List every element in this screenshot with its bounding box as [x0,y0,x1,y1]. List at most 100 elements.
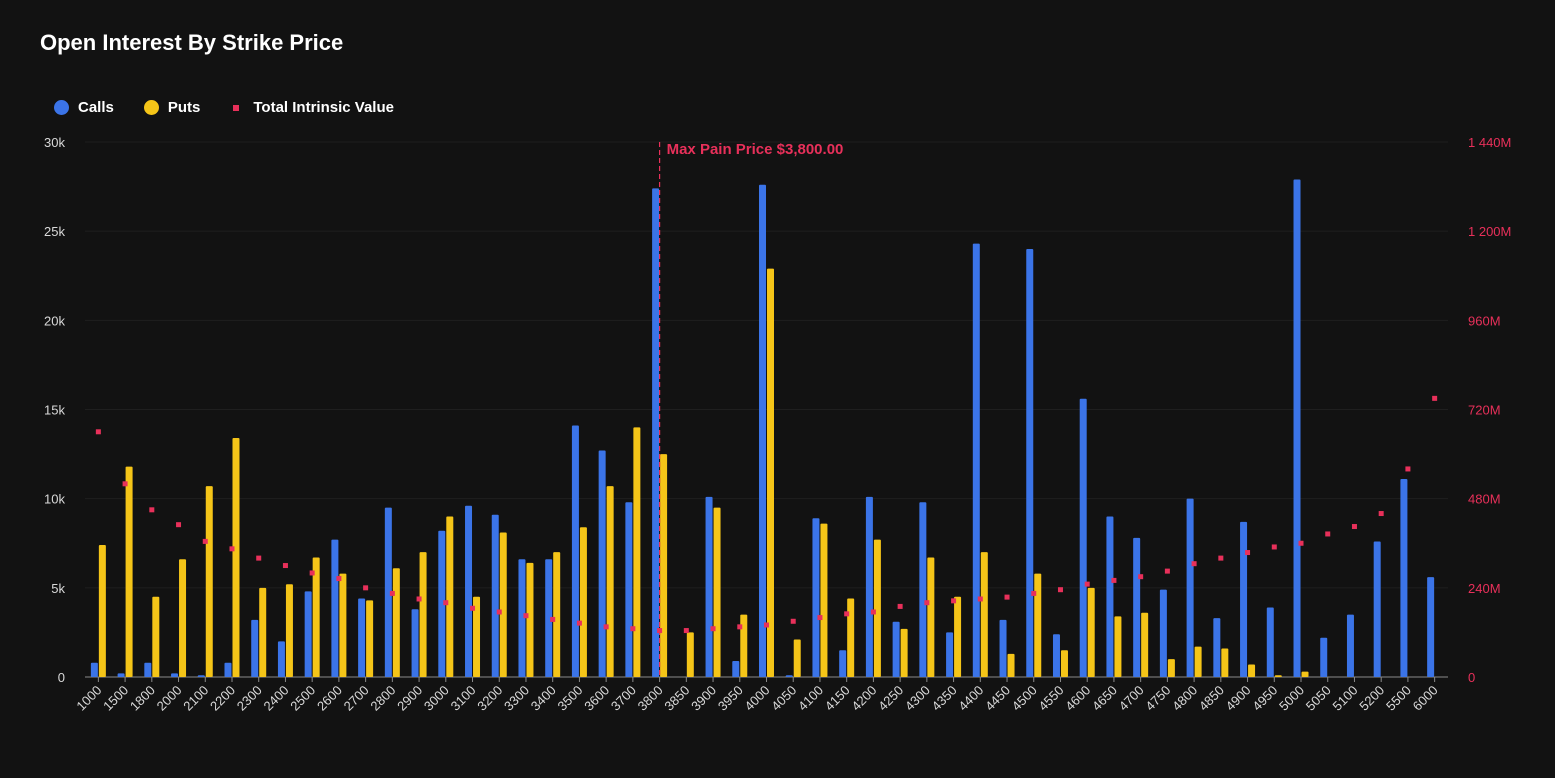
intrinsic-point [443,600,449,606]
x-tick-label: 3100 [448,683,479,714]
intrinsic-point [710,626,716,632]
calls-bar [625,502,633,677]
puts-bar [205,486,213,677]
intrinsic-point [870,609,876,615]
y-left-tick-label: 10k [44,492,65,507]
puts-bar [793,639,801,677]
x-tick-label: 3300 [501,683,532,714]
y-left-tick-label: 25k [44,224,65,239]
calls-bar [759,184,766,678]
y-right-tick-label: 720M [1468,403,1501,418]
legend-label-calls: Calls [78,99,114,116]
puts-bar [954,596,962,677]
y-right-tick-label: 1 200M [1468,224,1511,239]
legend-item-calls[interactable]: Calls [54,99,114,116]
calls-bar [251,619,259,677]
calls-bar [304,591,312,677]
puts-bar [259,587,267,677]
calls-bar [919,502,927,677]
calls-bar [438,530,446,677]
puts-bar [873,539,881,677]
intrinsic-point [897,603,903,609]
puts-bar [820,523,828,677]
intrinsic-point [1084,581,1090,587]
puts-bar [740,614,748,677]
puts-bar [366,600,374,677]
intrinsic-point [470,605,476,611]
intrinsic-point [309,570,315,576]
puts-bar [1221,648,1229,677]
x-tick-label: 4250 [875,683,906,714]
intrinsic-point [1325,531,1331,537]
calls-bar [465,505,473,677]
calls-bar [1427,577,1435,677]
x-tick-label: 3950 [715,683,746,714]
intrinsic-point [924,600,930,606]
intrinsic-point [630,626,636,632]
calls-bar [224,662,232,677]
intrinsic-point [951,598,957,604]
calls-bar [545,559,553,677]
intrinsic-point [603,624,609,630]
x-tick-label: 4050 [768,683,799,714]
intrinsic-point [764,622,769,628]
calls-bar [1373,541,1381,677]
intrinsic-point [176,522,182,528]
intrinsic-point [844,611,850,617]
calls-bar [384,507,392,677]
intrinsic-point [737,624,743,630]
calls-bar [946,632,954,677]
x-tick-label: 4550 [1036,683,1067,714]
intrinsic-swatch-icon [233,104,240,111]
puts-bar [686,632,694,677]
puts-bar [1141,612,1149,677]
puts-bar [1301,671,1309,677]
puts-bar [1087,587,1095,677]
intrinsic-point [1057,587,1063,593]
y-right-tick-label: 1 440M [1468,135,1511,150]
calls-bar [1133,537,1141,677]
calls-bar [1213,618,1221,677]
intrinsic-point [496,609,502,615]
intrinsic-point [1378,511,1384,517]
calls-bar [1186,498,1194,677]
x-tick-label: 3700 [608,683,639,714]
legend-item-intrinsic[interactable]: Total Intrinsic Value [230,99,394,116]
x-tick-label: 4950 [1249,683,1280,714]
intrinsic-point [336,576,342,582]
x-tick-label: 2300 [234,683,265,714]
x-tick-label: 4700 [1116,683,1147,714]
x-tick-label: 4100 [795,683,826,714]
calls-bar [411,609,419,677]
calls-bar [1106,516,1114,677]
legend: Calls Puts Total Intrinsic Value [54,99,424,116]
x-tick-label: 2100 [180,683,211,714]
puts-bar [152,596,160,677]
calls-bar [705,496,713,677]
intrinsic-point [1218,555,1224,561]
x-tick-label: 4200 [848,683,879,714]
legend-item-puts[interactable]: Puts [143,99,200,116]
x-tick-label: 4400 [955,683,986,714]
x-tick-label: 6000 [1410,683,1441,714]
intrinsic-point [1138,574,1144,580]
puts-bar [232,438,240,677]
puts-bar [633,427,641,677]
x-tick-label: 4850 [1196,683,1227,714]
x-tick-label: 2400 [261,683,292,714]
calls-bar [117,673,125,677]
calls-bar [1159,589,1167,677]
intrinsic-point [1298,540,1304,546]
calls-swatch-icon [54,100,69,115]
calls-bar [1052,634,1060,677]
x-tick-label: 3400 [528,683,559,714]
puts-bar [339,573,347,677]
x-tick-label: 2200 [207,683,238,714]
intrinsic-point [523,613,529,619]
x-tick-label: 4650 [1089,683,1120,714]
x-tick-label: 5100 [1330,683,1361,714]
x-tick-label: 4500 [1009,683,1040,714]
calls-bar [785,675,793,677]
x-tick-label: 4600 [1062,683,1093,714]
